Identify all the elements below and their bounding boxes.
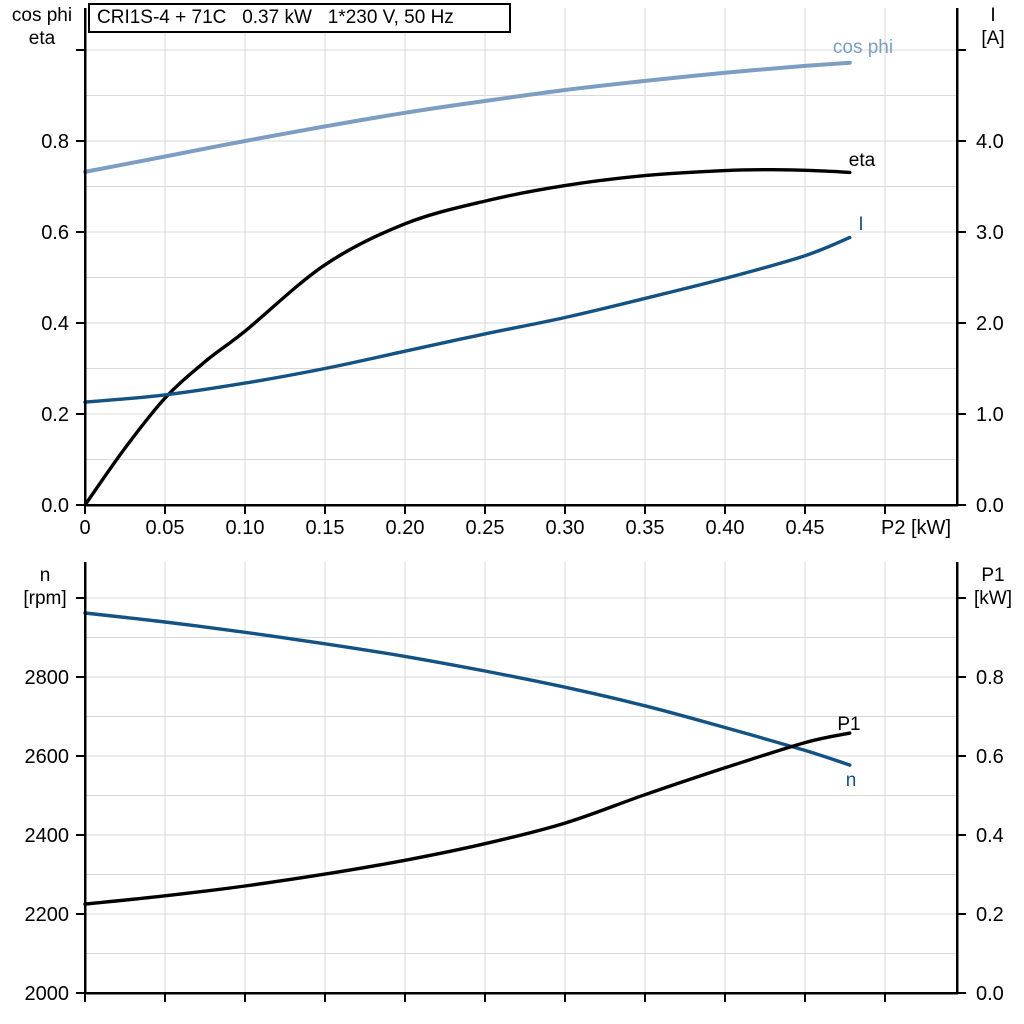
y-right-axis-title: P1 <box>981 565 1004 586</box>
x-tick-label: 0.30 <box>546 517 585 539</box>
y-left-tick-label: 2000 <box>25 983 70 1005</box>
chart-title-box: CRI1S-4 + 71C 0.37 kW 1*230 V, 50 Hz <box>88 3 511 33</box>
axis-titles: n[rpm] P1[kW] <box>23 565 1012 609</box>
x-axis-unit-label: P2 [kW] <box>881 517 951 539</box>
y-right-tick-label: 0.0 <box>976 983 1004 1005</box>
tick-marks <box>76 596 966 1002</box>
y-left-tick-label: 2600 <box>25 746 70 768</box>
y-right-tick-label: 0.8 <box>976 667 1004 689</box>
curve-label-p1: P1 <box>837 714 860 735</box>
y-right-tick-label: 0.6 <box>976 746 1004 768</box>
y-right-tick-label: 4.0 <box>976 131 1004 153</box>
y-left-tick-label: 0.6 <box>41 222 69 244</box>
x-tick-label: 0.20 <box>386 517 425 539</box>
y-right-tick-label: 0.4 <box>976 825 1004 847</box>
y-left-axis-title: n <box>40 565 51 586</box>
axes <box>83 8 959 507</box>
y-left-tick-label: 2400 <box>25 825 70 847</box>
x-tick-label: 0.10 <box>226 517 265 539</box>
x-tick-label: 0.25 <box>466 517 505 539</box>
tick-labels: 2000 2200 2400 2600 2800 0.0 0.2 0.4 0.6 0.8 <box>25 667 1004 1005</box>
curve-i <box>83 235 852 404</box>
y-left-axis-title: cos phi <box>12 5 72 26</box>
y-right-axis-unit: [kW] <box>974 588 1012 609</box>
curve-p1 <box>83 731 852 906</box>
y-right-tick-label: 0.0 <box>976 495 1004 517</box>
y-right-tick-label: 3.0 <box>976 222 1004 244</box>
x-tick-label: 0.15 <box>306 517 345 539</box>
tick-marks <box>76 48 966 514</box>
y-right-tick-label: 0.2 <box>976 904 1004 926</box>
y-right-axis-unit: [A] <box>981 28 1004 49</box>
curve-label-n: n <box>846 770 857 791</box>
x-tick-label: 0.05 <box>146 517 185 539</box>
bottom-plot: 200022002400260028000.00.20.40.60.8n[rpm… <box>23 562 1012 1005</box>
curve-cos-phi <box>83 60 852 174</box>
y-left-tick-label: 0.8 <box>41 131 69 153</box>
y-right-tick-label: 2.0 <box>976 313 1004 335</box>
x-tick-label: 0.35 <box>626 517 665 539</box>
y-left-tick-label: 0.0 <box>41 495 69 517</box>
gridlines <box>85 8 957 505</box>
y-left-axis-unit: [rpm] <box>23 588 66 609</box>
gridlines <box>85 562 957 993</box>
x-tick-label: 0 <box>79 517 90 539</box>
x-tick-label: 0.45 <box>786 517 825 539</box>
axes <box>83 562 959 995</box>
y-left-tick-label: 0.2 <box>41 404 69 426</box>
y-left-tick-label: 0.4 <box>41 313 69 335</box>
x-tick-label: 0.40 <box>706 517 745 539</box>
curve-label-cos-phi: cos phi <box>833 37 893 58</box>
curve-label-i: I <box>858 214 863 235</box>
top-plot: 0 0.05 0.10 0.15 0.20 0.25 0.30 0.35 0.40 0.45 0.0… <box>12 5 1005 539</box>
curve-n <box>83 611 852 767</box>
tick-labels: 0 0.05 0.10 0.15 0.20 0.25 0.30 0.35 0.40 0.45 0.0… <box>41 131 1004 539</box>
y-left-axis-unit: eta <box>29 28 56 49</box>
curve-label-eta: eta <box>849 150 876 171</box>
y-left-tick-label: 2200 <box>25 904 70 926</box>
y-right-axis-title: I <box>990 5 995 26</box>
y-right-tick-label: 1.0 <box>976 404 1004 426</box>
y-left-tick-label: 2800 <box>25 667 70 689</box>
